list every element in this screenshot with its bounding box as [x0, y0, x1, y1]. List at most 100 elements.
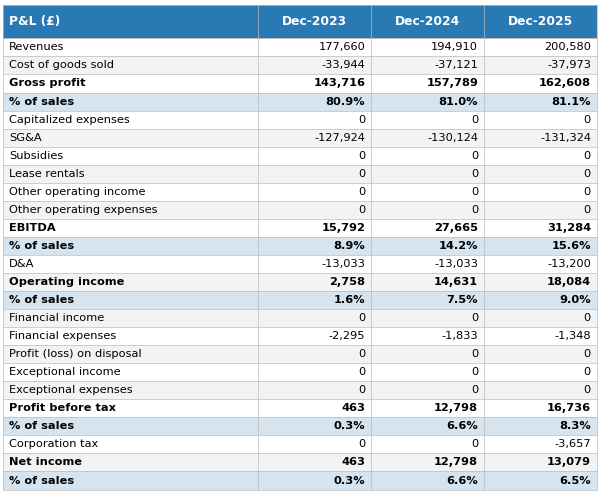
- Bar: [484, 38, 597, 57]
- Text: 0.3%: 0.3%: [334, 421, 365, 431]
- Text: 0: 0: [471, 187, 478, 197]
- Bar: [371, 435, 484, 454]
- Text: 0: 0: [358, 385, 365, 395]
- Bar: [3, 454, 259, 471]
- Text: -3,657: -3,657: [554, 439, 591, 449]
- Text: -130,124: -130,124: [427, 133, 478, 143]
- Bar: [259, 92, 371, 111]
- Bar: [3, 237, 259, 255]
- Bar: [371, 5, 484, 38]
- Bar: [3, 5, 259, 38]
- Text: Net income: Net income: [9, 458, 82, 467]
- Text: Other operating income: Other operating income: [9, 187, 146, 197]
- Text: Exceptional income: Exceptional income: [9, 367, 121, 377]
- Bar: [484, 128, 597, 147]
- Bar: [371, 291, 484, 309]
- Text: -13,033: -13,033: [434, 259, 478, 269]
- Bar: [371, 111, 484, 128]
- Bar: [484, 183, 597, 201]
- Bar: [259, 454, 371, 471]
- Text: % of sales: % of sales: [9, 96, 74, 107]
- Bar: [371, 201, 484, 219]
- Bar: [484, 381, 597, 400]
- Text: 80.9%: 80.9%: [326, 96, 365, 107]
- Text: -1,833: -1,833: [442, 331, 478, 341]
- Text: 12,798: 12,798: [434, 458, 478, 467]
- Bar: [3, 291, 259, 309]
- Bar: [371, 219, 484, 237]
- Text: 0: 0: [471, 205, 478, 215]
- Bar: [484, 471, 597, 490]
- Text: 0: 0: [584, 385, 591, 395]
- Bar: [259, 273, 371, 291]
- Bar: [3, 165, 259, 183]
- Bar: [371, 237, 484, 255]
- Text: Financial expenses: Financial expenses: [9, 331, 116, 341]
- Bar: [371, 255, 484, 273]
- Bar: [484, 309, 597, 327]
- Bar: [3, 38, 259, 57]
- Text: Operating income: Operating income: [9, 277, 124, 287]
- Text: 8.9%: 8.9%: [334, 241, 365, 251]
- Text: 177,660: 177,660: [319, 42, 365, 53]
- Bar: [371, 454, 484, 471]
- Text: D&A: D&A: [9, 259, 34, 269]
- Text: Corporation tax: Corporation tax: [9, 439, 98, 449]
- Bar: [371, 183, 484, 201]
- Bar: [259, 435, 371, 454]
- Text: 2,758: 2,758: [329, 277, 365, 287]
- Bar: [484, 237, 597, 255]
- Bar: [484, 291, 597, 309]
- Bar: [3, 219, 259, 237]
- Bar: [484, 417, 597, 435]
- Text: 14.2%: 14.2%: [439, 241, 478, 251]
- Text: 0: 0: [471, 169, 478, 179]
- Bar: [484, 400, 597, 417]
- Text: Subsidies: Subsidies: [9, 151, 63, 161]
- Text: 162,608: 162,608: [539, 79, 591, 89]
- Text: 1.6%: 1.6%: [334, 295, 365, 305]
- Bar: [484, 435, 597, 454]
- Text: EBITDA: EBITDA: [9, 223, 56, 233]
- Text: -127,924: -127,924: [314, 133, 365, 143]
- Bar: [3, 417, 259, 435]
- Text: SG&A: SG&A: [9, 133, 41, 143]
- Text: 0: 0: [584, 151, 591, 161]
- Bar: [484, 111, 597, 128]
- Bar: [371, 57, 484, 74]
- Text: -2,295: -2,295: [329, 331, 365, 341]
- Text: 0.3%: 0.3%: [334, 475, 365, 486]
- Bar: [259, 237, 371, 255]
- Bar: [259, 471, 371, 490]
- Text: 9.0%: 9.0%: [559, 295, 591, 305]
- Text: 0: 0: [584, 187, 591, 197]
- Bar: [484, 74, 597, 92]
- Bar: [3, 255, 259, 273]
- Text: 6.6%: 6.6%: [446, 421, 478, 431]
- Text: Cost of goods sold: Cost of goods sold: [9, 61, 114, 70]
- Bar: [484, 345, 597, 363]
- Text: 0: 0: [358, 151, 365, 161]
- Bar: [371, 471, 484, 490]
- Text: 143,716: 143,716: [313, 79, 365, 89]
- Bar: [259, 400, 371, 417]
- Text: 0: 0: [358, 115, 365, 124]
- Bar: [371, 400, 484, 417]
- Bar: [484, 255, 597, 273]
- Text: Gross profit: Gross profit: [9, 79, 86, 89]
- Text: 194,910: 194,910: [431, 42, 478, 53]
- Text: 0: 0: [584, 313, 591, 323]
- Text: 463: 463: [341, 403, 365, 413]
- Bar: [3, 183, 259, 201]
- Bar: [371, 273, 484, 291]
- Text: -13,200: -13,200: [547, 259, 591, 269]
- Bar: [484, 363, 597, 381]
- Bar: [371, 128, 484, 147]
- Bar: [484, 219, 597, 237]
- Text: 13,079: 13,079: [547, 458, 591, 467]
- Bar: [3, 309, 259, 327]
- Text: 81.0%: 81.0%: [439, 96, 478, 107]
- Bar: [484, 273, 597, 291]
- Text: 0: 0: [471, 385, 478, 395]
- Bar: [3, 128, 259, 147]
